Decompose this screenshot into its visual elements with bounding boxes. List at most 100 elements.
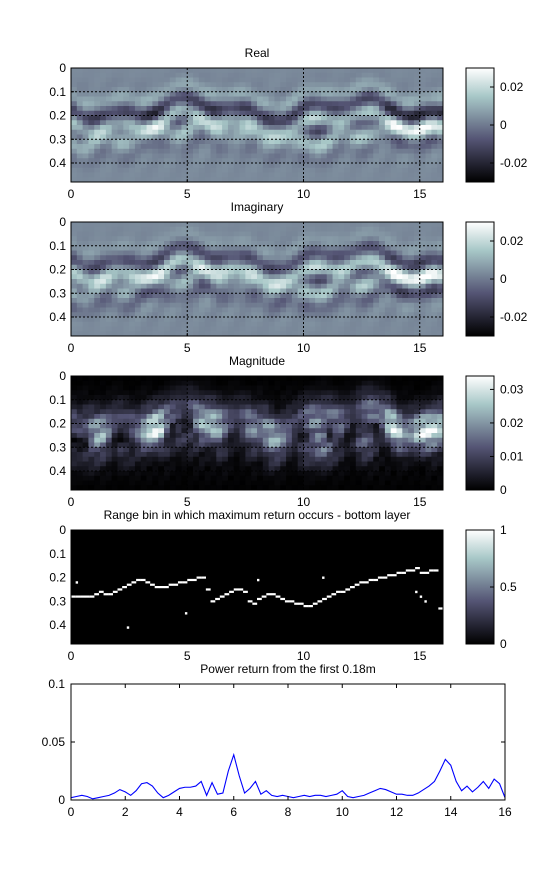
heatmap-cell [355,461,363,467]
heatmap-cell [309,274,316,280]
heatmap-cell [181,125,188,131]
heatmap-cell [117,231,124,237]
heatmap-cell [193,317,200,323]
range-bin-point [145,581,151,584]
heatmap-cell [379,471,386,477]
heatmap-cell [123,68,130,74]
heatmap-cell [379,236,386,242]
heatmap-cell [227,302,235,308]
heatmap-cell [274,226,281,232]
heatmap-cell [297,475,304,481]
heatmap-cell [175,134,182,140]
heatmap-cell [216,418,223,424]
heatmap-cell [193,255,200,261]
heatmap-cell [181,380,188,386]
heatmap-cell [326,153,333,159]
heatmap-cell [175,418,182,424]
heatmap-cell [332,269,339,275]
heatmap-cell [111,331,118,336]
heatmap-cell [431,456,438,462]
heatmap-cell [193,399,200,405]
heatmap-cell [251,428,258,434]
range-bin-point [266,593,272,596]
range-bin-point [182,581,188,584]
heatmap-cell [198,231,206,237]
heatmap-cell [419,307,426,313]
heatmap-cell [146,260,153,266]
heatmap-cell [100,120,107,126]
heatmap-cell [88,87,95,93]
heatmap-cell [251,255,258,261]
heatmap-cell [152,110,159,116]
heatmap-cell [268,380,275,386]
heatmap-cell [94,433,101,439]
heatmap-cell [71,96,78,102]
heatmap-cell [76,331,84,336]
heatmap-cell [175,423,182,429]
heatmap-cell [396,72,403,78]
heatmap-cell [76,144,84,150]
heatmap-cell [134,68,142,74]
heatmap-cell [111,226,118,232]
heatmap-cell [222,404,229,410]
heatmap-cell [94,437,101,443]
heatmap-cell [396,456,403,462]
heatmap-cell [181,485,188,490]
heatmap-cell [251,485,258,490]
heatmap-cell [303,288,310,294]
heatmap-cell [175,380,182,386]
heatmap-cell [425,274,432,280]
heatmap-cell [344,264,351,270]
heatmap-cell [373,326,380,332]
heatmap-cell [402,385,409,391]
heatmap-cell [320,390,328,396]
heatmap-cell [320,125,328,131]
heatmap-cell [210,139,217,145]
colorbar-tick-label: 1 [500,523,507,537]
heatmap-cell [413,177,421,182]
heatmap-cell [111,471,118,477]
heatmap-cell [309,385,316,391]
heatmap-cell [320,68,328,74]
heatmap-cell [251,241,258,247]
heatmap-cell [355,77,363,83]
heatmap-cell [187,485,194,490]
heatmap-cell [198,302,206,308]
heatmap-cell [82,423,89,429]
heatmap-cell [297,231,304,237]
heatmap-cell [320,96,328,102]
heatmap-cell [367,91,374,97]
heatmap-cell [320,226,328,232]
heatmap-cell [344,447,351,453]
heatmap-cell [384,72,392,78]
heatmap-cell [379,158,386,164]
heatmap-cell [181,260,188,266]
heatmap-cell [233,326,240,332]
heatmap-cell [373,82,380,88]
heatmap-cell [129,404,136,410]
heatmap-cell [291,302,299,308]
heatmap-cell [431,404,438,410]
heatmap-cell [222,302,229,308]
heatmap-cell [326,475,333,481]
heatmap-cell [274,331,281,336]
heatmap-cell [140,423,147,429]
heatmap-cell [396,452,403,458]
heatmap-cell [216,317,223,323]
heatmap-cell [320,437,328,443]
heatmap-cell [315,475,322,481]
heatmap-cell [169,125,177,131]
heatmap-cell [129,250,136,256]
heatmap-cell [355,283,363,289]
heatmap-cell [297,414,304,420]
heatmap-cell [146,331,153,336]
heatmap-cell [280,68,287,74]
heatmap-cell [257,87,264,93]
heatmap-cell [408,485,415,490]
heatmap-cell [181,250,188,256]
heatmap-cell [187,120,194,126]
heatmap-cell [88,125,95,131]
heatmap-cell [350,167,357,173]
heatmap-cell [140,390,147,396]
heatmap-cell [105,96,113,102]
